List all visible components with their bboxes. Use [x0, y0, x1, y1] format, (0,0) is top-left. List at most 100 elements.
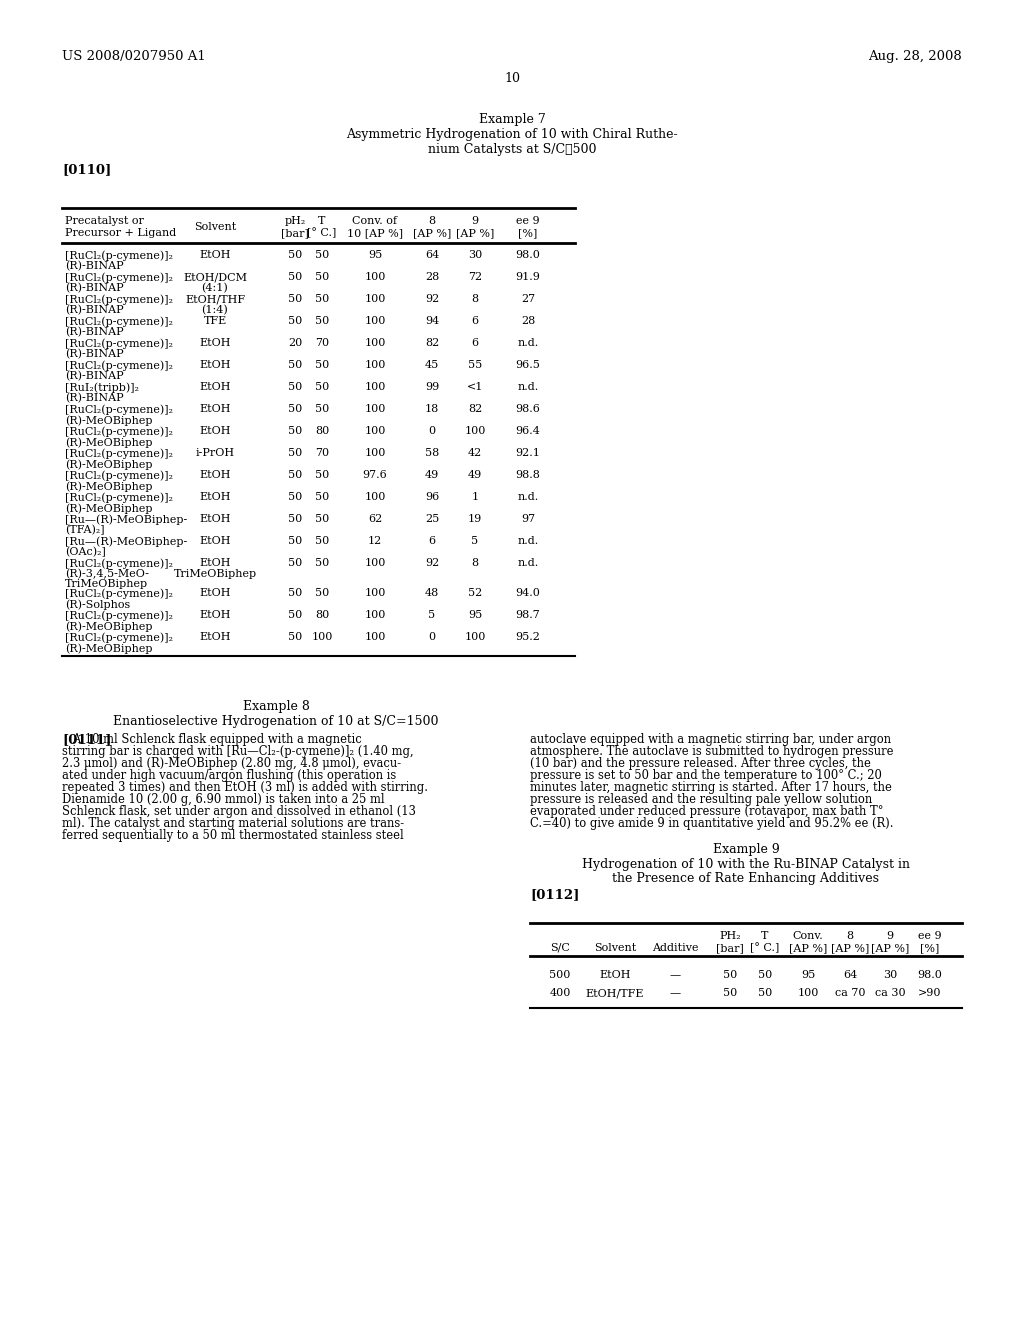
Text: ca 70: ca 70	[835, 987, 865, 998]
Text: 50: 50	[314, 470, 329, 480]
Text: 8: 8	[471, 294, 478, 304]
Text: [AP %]: [AP %]	[788, 942, 827, 953]
Text: n.d.: n.d.	[517, 381, 539, 392]
Text: 98.8: 98.8	[515, 470, 541, 480]
Text: pressure is released and the resulting pale yellow solution: pressure is released and the resulting p…	[530, 793, 872, 807]
Text: 50: 50	[314, 315, 329, 326]
Text: Example 7: Example 7	[478, 114, 546, 125]
Text: EtOH: EtOH	[599, 970, 631, 979]
Text: [Ru—(R)-MeOBiphep-: [Ru—(R)-MeOBiphep-	[65, 536, 187, 546]
Text: [RuCl₂(p-cymene)]₂: [RuCl₂(p-cymene)]₂	[65, 632, 173, 643]
Text: 9: 9	[887, 931, 894, 941]
Text: 100: 100	[365, 558, 386, 568]
Text: (R)-MeOBiphep: (R)-MeOBiphep	[65, 620, 153, 631]
Text: [RuCl₂(p-cymene)]₂: [RuCl₂(p-cymene)]₂	[65, 249, 173, 260]
Text: <1: <1	[467, 381, 483, 392]
Text: 5: 5	[471, 536, 478, 546]
Text: [° C.]: [° C.]	[751, 942, 779, 953]
Text: EtOH: EtOH	[200, 470, 230, 480]
Text: 95: 95	[468, 610, 482, 620]
Text: Example 9: Example 9	[713, 843, 779, 855]
Text: (R)-BINAP: (R)-BINAP	[65, 282, 124, 293]
Text: (R)-MeOBiphep: (R)-MeOBiphep	[65, 437, 153, 447]
Text: 52: 52	[468, 587, 482, 598]
Text: 99: 99	[425, 381, 439, 392]
Text: EtOH: EtOH	[200, 249, 230, 260]
Text: [0111]: [0111]	[62, 733, 112, 746]
Text: TriMeOBiphep: TriMeOBiphep	[173, 569, 257, 579]
Text: 10 [AP %]: 10 [AP %]	[347, 228, 403, 238]
Text: 50: 50	[288, 447, 302, 458]
Text: Precatalyst or: Precatalyst or	[65, 216, 144, 226]
Text: 64: 64	[425, 249, 439, 260]
Text: 82: 82	[468, 404, 482, 414]
Text: i-PrOH: i-PrOH	[196, 447, 234, 458]
Text: >90: >90	[919, 987, 942, 998]
Text: 94.0: 94.0	[515, 587, 541, 598]
Text: 50: 50	[288, 492, 302, 502]
Text: [RuCl₂(p-cymene)]₂: [RuCl₂(p-cymene)]₂	[65, 360, 173, 371]
Text: (R)-BINAP: (R)-BINAP	[65, 327, 124, 338]
Text: 0: 0	[428, 632, 435, 642]
Text: EtOH: EtOH	[200, 360, 230, 370]
Text: n.d.: n.d.	[517, 536, 539, 546]
Text: (OAc)₂]: (OAc)₂]	[65, 546, 105, 557]
Text: 55: 55	[468, 360, 482, 370]
Text: EtOH/THF: EtOH/THF	[185, 294, 245, 304]
Text: n.d.: n.d.	[517, 492, 539, 502]
Text: A 10 ml Schlenck flask equipped with a magnetic: A 10 ml Schlenck flask equipped with a m…	[62, 733, 361, 746]
Text: 50: 50	[758, 987, 772, 998]
Text: 50: 50	[314, 381, 329, 392]
Text: Dienamide 10 (2.00 g, 6.90 mmol) is taken into a 25 ml: Dienamide 10 (2.00 g, 6.90 mmol) is take…	[62, 793, 385, 807]
Text: 98.6: 98.6	[515, 404, 541, 414]
Text: the Presence of Rate Enhancing Additives: the Presence of Rate Enhancing Additives	[612, 873, 880, 884]
Text: stirring bar is charged with [Ru—Cl₂-(p-cymene)]₂ (1.40 mg,: stirring bar is charged with [Ru—Cl₂-(p-…	[62, 744, 414, 758]
Text: 2.3 μmol) and (R)-MeOBiphep (2.80 mg, 4.8 μmol), evacu-: 2.3 μmol) and (R)-MeOBiphep (2.80 mg, 4.…	[62, 756, 401, 770]
Text: 9: 9	[471, 216, 478, 226]
Text: atmosphere. The autoclave is submitted to hydrogen pressure: atmosphere. The autoclave is submitted t…	[530, 744, 894, 758]
Text: EtOH: EtOH	[200, 338, 230, 348]
Text: [RuI₂(tripb)]₂: [RuI₂(tripb)]₂	[65, 381, 139, 392]
Text: 50: 50	[288, 381, 302, 392]
Text: [AP %]: [AP %]	[413, 228, 452, 238]
Text: 100: 100	[464, 632, 485, 642]
Text: 50: 50	[288, 610, 302, 620]
Text: [Ru—(R)-MeOBiphep-: [Ru—(R)-MeOBiphep-	[65, 513, 187, 524]
Text: [bar]: [bar]	[281, 228, 309, 238]
Text: EtOH: EtOH	[200, 536, 230, 546]
Text: (TFA)₂]: (TFA)₂]	[65, 525, 104, 536]
Text: 92.1: 92.1	[515, 447, 541, 458]
Text: 96: 96	[425, 492, 439, 502]
Text: Conv.: Conv.	[793, 931, 823, 941]
Text: 96.5: 96.5	[515, 360, 541, 370]
Text: 97.6: 97.6	[362, 470, 387, 480]
Text: EtOH: EtOH	[200, 426, 230, 436]
Text: repeated 3 times) and then EtOH (3 ml) is added with stirring.: repeated 3 times) and then EtOH (3 ml) i…	[62, 781, 428, 795]
Text: n.d.: n.d.	[517, 338, 539, 348]
Text: TriMeOBiphep: TriMeOBiphep	[65, 579, 148, 589]
Text: 50: 50	[314, 536, 329, 546]
Text: Conv. of: Conv. of	[352, 216, 397, 226]
Text: 6: 6	[471, 315, 478, 326]
Text: 400: 400	[549, 987, 570, 998]
Text: Schlenck flask, set under argon and dissolved in ethanol (13: Schlenck flask, set under argon and diss…	[62, 805, 416, 818]
Text: 96.4: 96.4	[515, 426, 541, 436]
Text: 82: 82	[425, 338, 439, 348]
Text: 6: 6	[471, 338, 478, 348]
Text: 92: 92	[425, 294, 439, 304]
Text: 10: 10	[504, 73, 520, 84]
Text: 50: 50	[288, 470, 302, 480]
Text: 50: 50	[314, 294, 329, 304]
Text: 92: 92	[425, 558, 439, 568]
Text: 20: 20	[288, 338, 302, 348]
Text: [RuCl₂(p-cymene)]₂: [RuCl₂(p-cymene)]₂	[65, 587, 173, 598]
Text: [bar]: [bar]	[716, 942, 744, 953]
Text: 50: 50	[288, 558, 302, 568]
Text: 100: 100	[798, 987, 818, 998]
Text: 6: 6	[428, 536, 435, 546]
Text: 72: 72	[468, 272, 482, 282]
Text: 500: 500	[549, 970, 570, 979]
Text: [AP %]: [AP %]	[870, 942, 909, 953]
Text: 50: 50	[288, 632, 302, 642]
Text: 1: 1	[471, 492, 478, 502]
